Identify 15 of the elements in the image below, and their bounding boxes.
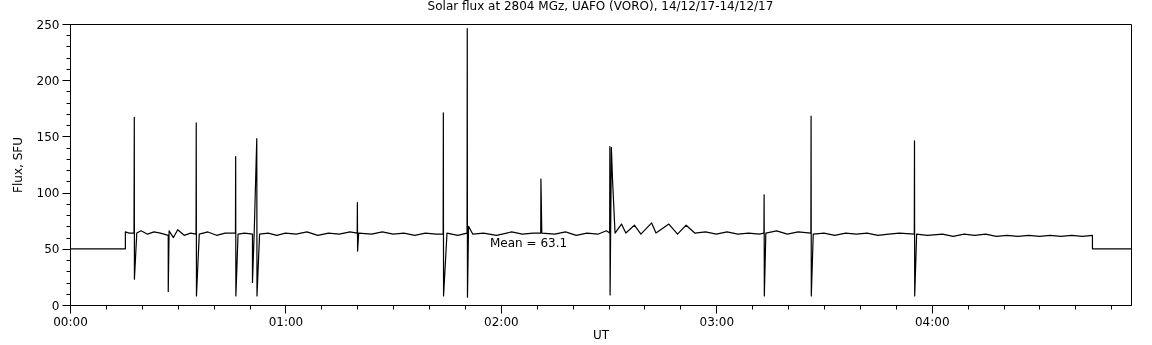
x-tick-label: 03:00 [699,314,735,329]
y-tick-label: 50 [44,242,60,257]
x-tick-label: 02:00 [484,314,519,329]
y-tick-label: 250 [36,17,60,32]
y-tick-label: 100 [36,186,60,201]
x-tick-label: 01:00 [268,314,304,329]
chart-title: Solar flux at 2804 MGz, UAFO (VORO), 14/12/17-14/12/17 [427,0,774,13]
x-axis-title: UT [592,327,610,342]
y-tick-label: 150 [36,129,60,144]
annotation: Mean = 63.1 [490,236,568,250]
y-tick-label: 200 [36,73,60,88]
y-axis-title: Flux, SFU [10,137,25,193]
y-tick-label: 0 [51,298,60,313]
x-tick-label: 00:00 [53,314,88,329]
x-tick-label: 04:00 [914,314,950,329]
